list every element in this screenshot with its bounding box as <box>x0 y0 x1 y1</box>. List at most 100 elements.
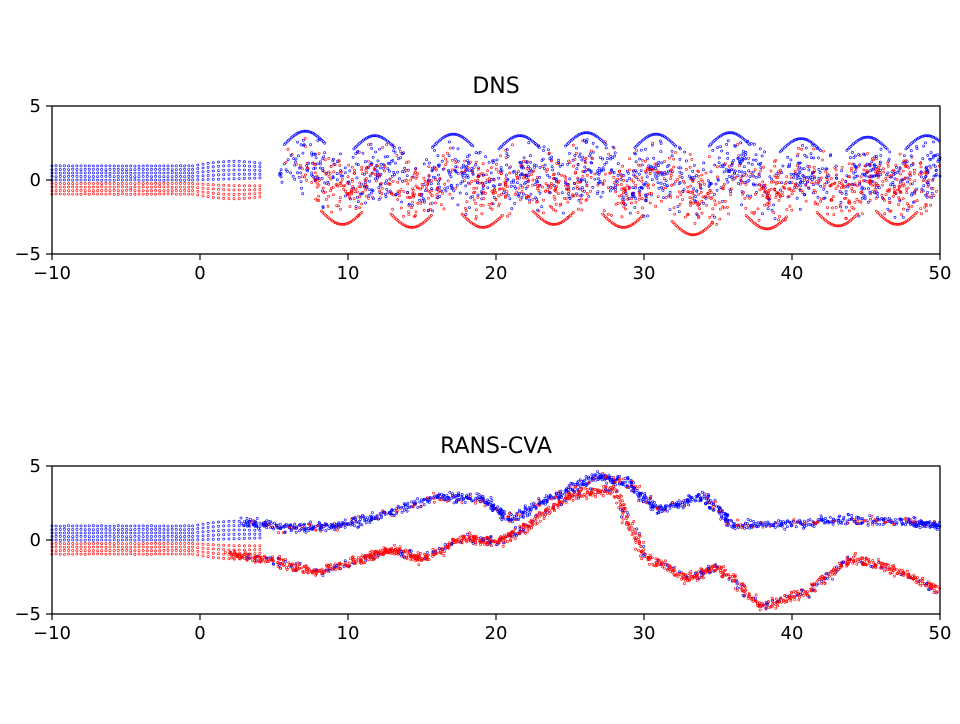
rans-cva-point <box>155 528 157 530</box>
dns-point <box>786 176 788 178</box>
rans-cva-point <box>142 525 144 527</box>
dns-point <box>318 195 320 197</box>
dns-point <box>305 179 307 181</box>
dns-point <box>188 179 190 181</box>
dns-point <box>63 190 65 192</box>
dns-point <box>562 212 564 214</box>
rans-cva-point <box>371 511 373 513</box>
dns-point <box>179 190 181 192</box>
rans-cva-point <box>92 553 94 555</box>
rans-cva-point <box>84 532 86 534</box>
rans-cva-point <box>869 515 871 517</box>
rans-cva-point <box>408 506 410 508</box>
dns-point <box>475 161 477 163</box>
dns-point <box>646 158 648 160</box>
rans-cva-point <box>63 543 65 545</box>
dns-point <box>59 165 61 167</box>
rans-cva-point <box>526 513 528 515</box>
dns-point <box>453 190 455 192</box>
rans-cva-point <box>217 525 219 527</box>
dns-point <box>381 193 383 195</box>
rans-cva-point <box>259 545 261 547</box>
rans-cva-point <box>207 534 209 536</box>
dns-point <box>799 208 801 210</box>
dns-point <box>712 149 714 151</box>
rans-cva-point <box>84 542 86 544</box>
dns-point <box>63 179 65 181</box>
rans-cva-point <box>97 553 99 555</box>
dns-point <box>760 167 762 169</box>
dns-point <box>163 186 165 188</box>
dns-point <box>532 179 534 181</box>
dns-point <box>55 168 57 170</box>
dns-point <box>336 173 338 175</box>
rans-cva-point <box>76 535 78 537</box>
dns-point <box>101 183 103 185</box>
dns-point <box>498 171 500 173</box>
dns-point <box>725 168 727 170</box>
rans-cva-point <box>233 545 235 547</box>
dns-point <box>459 192 461 194</box>
rans-cva-point <box>192 525 194 527</box>
dns-point <box>845 193 847 195</box>
dns-point <box>365 189 367 191</box>
dns-point <box>521 191 523 193</box>
dns-point <box>545 183 547 185</box>
rans-cva-point <box>130 542 132 544</box>
dns-point <box>745 207 747 209</box>
dns-point <box>638 198 640 200</box>
dns-point <box>155 168 157 170</box>
dns-point <box>575 147 577 149</box>
dns-point <box>184 172 186 174</box>
dns-x-tick-label: 20 <box>485 263 508 284</box>
rans-cva-point <box>867 522 869 524</box>
dns-point <box>516 182 518 184</box>
dns-point <box>925 210 927 212</box>
dns-point <box>259 162 261 164</box>
dns-point <box>179 168 181 170</box>
dns-point <box>417 202 419 204</box>
rans-cva-point <box>167 553 169 555</box>
dns-point <box>635 161 637 163</box>
dns-point <box>400 189 402 191</box>
dns-point <box>238 189 240 191</box>
dns-point <box>782 195 784 197</box>
dns-point <box>889 151 891 153</box>
dns-point <box>109 179 111 181</box>
dns-point <box>207 183 209 185</box>
dns-point <box>660 200 662 202</box>
dns-point <box>916 211 918 213</box>
dns-point <box>606 157 608 159</box>
rans-cva-point <box>701 491 703 493</box>
dns-point <box>155 182 157 184</box>
dns-point <box>741 204 743 206</box>
dns-point <box>875 197 877 199</box>
dns-point <box>228 165 230 167</box>
dns-point <box>690 185 692 187</box>
rans-cva-point <box>142 528 144 530</box>
dns-point <box>754 169 756 171</box>
dns-point <box>495 168 497 170</box>
dns-point <box>737 182 739 184</box>
rans-cva-point <box>606 482 608 484</box>
rans-cva-point <box>146 532 148 534</box>
rans-cva-point <box>167 525 169 527</box>
rans-cva-point <box>318 521 320 523</box>
dns-point <box>159 193 161 195</box>
dns-point <box>223 161 225 163</box>
dns-point <box>192 186 194 188</box>
dns-point <box>63 165 65 167</box>
dns-point <box>217 188 219 190</box>
dns-point <box>769 176 771 178</box>
dns-point <box>171 172 173 174</box>
dns-point <box>582 156 584 158</box>
rans-cva-point <box>92 525 94 527</box>
dns-point <box>935 190 937 192</box>
dns-point <box>339 208 341 210</box>
dns-point <box>805 147 807 149</box>
rans-cva-point <box>197 531 199 533</box>
rans-cva-point <box>155 553 157 555</box>
dns-point <box>790 173 792 175</box>
rans-cva-point <box>202 539 204 541</box>
dns-y-tick-label: 0 <box>30 170 41 191</box>
